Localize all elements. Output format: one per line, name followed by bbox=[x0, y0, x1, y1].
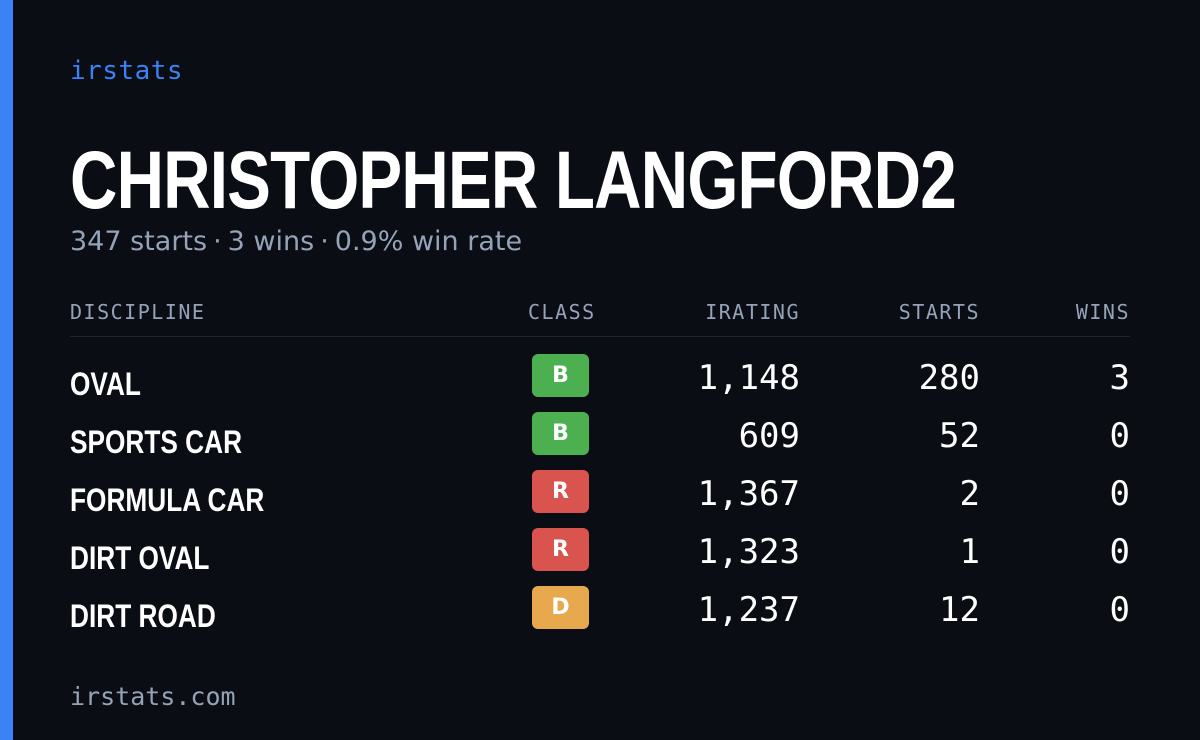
summary-separator: · bbox=[320, 226, 329, 257]
table-row: DIRT OVAL R 1,323 1 0 bbox=[70, 526, 1130, 584]
wins-value: 3 bbox=[1109, 358, 1130, 398]
wins-value: 0 bbox=[1109, 416, 1130, 456]
discipline-name: OVAL bbox=[70, 366, 141, 402]
starts-value: 12 bbox=[939, 590, 980, 630]
irating-value: 609 bbox=[738, 416, 800, 456]
irating-value: 1,323 bbox=[697, 532, 800, 572]
wins-value: 0 bbox=[1109, 532, 1130, 572]
discipline-name: DIRT ROAD bbox=[70, 598, 216, 634]
summary-separator: · bbox=[213, 226, 222, 257]
starts-value: 2 bbox=[959, 474, 980, 514]
header-irating: IRATING bbox=[705, 300, 800, 324]
summary-win-rate: 0.9% win rate bbox=[334, 226, 523, 257]
discipline-name: DIRT OVAL bbox=[70, 540, 210, 576]
table-header: DISCIPLINE CLASS IRATING STARTS WINS bbox=[70, 300, 1130, 337]
header-starts: STARTS bbox=[898, 300, 980, 324]
driver-name: CHRISTOPHER LANGFORD2 bbox=[70, 135, 957, 226]
wins-value: 0 bbox=[1109, 590, 1130, 630]
table-row: OVAL B 1,148 280 3 bbox=[70, 352, 1130, 410]
wins-value: 0 bbox=[1109, 474, 1130, 514]
discipline-name: FORMULA CAR bbox=[70, 482, 265, 518]
class-badge: R bbox=[532, 470, 589, 513]
discipline-table: OVAL B 1,148 280 3 SPORTS CAR B 609 52 0… bbox=[70, 352, 1130, 642]
accent-bar bbox=[0, 0, 13, 740]
summary-wins: 3 wins bbox=[227, 226, 315, 257]
header-wins: WINS bbox=[1075, 300, 1130, 324]
footer-url: irstats.com bbox=[70, 682, 236, 711]
summary-starts: 347 starts bbox=[70, 226, 208, 257]
table-row: SPORTS CAR B 609 52 0 bbox=[70, 410, 1130, 468]
header-discipline: DISCIPLINE bbox=[70, 300, 206, 324]
class-badge: R bbox=[532, 528, 589, 571]
starts-value: 1 bbox=[959, 532, 980, 572]
starts-value: 52 bbox=[939, 416, 980, 456]
irating-value: 1,237 bbox=[697, 590, 800, 630]
starts-value: 280 bbox=[918, 358, 980, 398]
irating-value: 1,148 bbox=[697, 358, 800, 398]
header-class: CLASS bbox=[528, 300, 596, 324]
class-badge: B bbox=[532, 354, 589, 397]
table-row: FORMULA CAR R 1,367 2 0 bbox=[70, 468, 1130, 526]
discipline-name: SPORTS CAR bbox=[70, 424, 243, 460]
class-badge: D bbox=[532, 586, 589, 629]
irating-value: 1,367 bbox=[697, 474, 800, 514]
summary-line: 347 starts · 3 wins · 0.9% win rate bbox=[70, 226, 522, 257]
class-badge: B bbox=[532, 412, 589, 455]
brand-logo: irstats bbox=[70, 56, 184, 86]
table-row: DIRT ROAD D 1,237 12 0 bbox=[70, 584, 1130, 642]
